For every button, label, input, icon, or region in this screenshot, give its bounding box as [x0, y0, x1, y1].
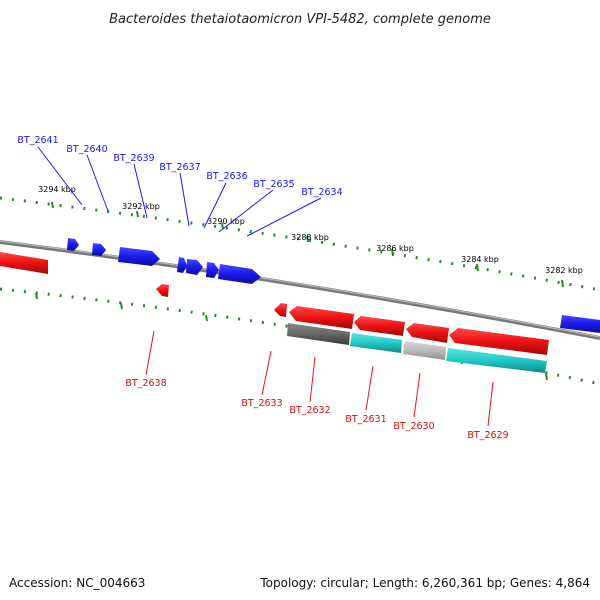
- reverse-leader-lines: [145, 330, 494, 427]
- gene-reverse-left[interactable]: [0, 252, 48, 274]
- gene-label-bt2632[interactable]: BT_2632: [289, 405, 330, 416]
- gene-label-bt2629[interactable]: BT_2629: [467, 430, 508, 441]
- gene-bt2634[interactable]: [218, 264, 261, 284]
- gene-bt2641[interactable]: [67, 238, 79, 251]
- kbp-label: 3284 kbp: [461, 255, 499, 264]
- gene-label-bt2638[interactable]: BT_2638: [125, 378, 166, 389]
- gene-label-bt2636[interactable]: BT_2636: [206, 171, 247, 182]
- gene-label-bt2637[interactable]: BT_2637: [159, 162, 200, 173]
- gene-label-bt2640[interactable]: BT_2640: [66, 144, 107, 155]
- gene-label-bt2639[interactable]: BT_2639: [113, 153, 154, 164]
- kbp-label: 3294 kbp: [38, 185, 76, 194]
- genome-title: Bacteroides thetaiotaomicron VPI-5482, c…: [109, 12, 491, 27]
- genome-backbone-highlight: [0, 240, 600, 338]
- gene-bt2629-red[interactable]: [449, 328, 549, 355]
- gene-label-bt2633[interactable]: BT_2633: [241, 398, 282, 409]
- feature-bars: [287, 323, 547, 373]
- kbp-label: 3286 kbp: [376, 244, 414, 253]
- genome-summary-text: Topology: circular; Length: 6,260,361 bp…: [260, 576, 590, 590]
- kbp-label: 3282 kbp: [545, 266, 583, 275]
- reverse-genes: [0, 252, 549, 355]
- gene-bt2635[interactable]: [206, 262, 219, 278]
- feature-bar-bt2630[interactable]: [403, 341, 446, 360]
- gene-bt2633[interactable]: [274, 303, 287, 317]
- forward-leader-lines: [37, 146, 322, 237]
- gene-bt2640[interactable]: [92, 243, 106, 256]
- gene-bt2639[interactable]: [118, 247, 160, 266]
- gene-label-bt2641[interactable]: BT_2641: [17, 135, 58, 146]
- gene-label-bt2630[interactable]: BT_2630: [393, 421, 434, 432]
- inner-tick-ring: [0, 287, 600, 386]
- outer-tick-ring: [0, 196, 600, 292]
- gene-bt2638[interactable]: [156, 284, 169, 297]
- gene-label-bt2635[interactable]: BT_2635: [253, 179, 294, 190]
- gene-bt2631-red[interactable]: [354, 316, 405, 336]
- forward-genes: [67, 238, 600, 333]
- forward-gene-labels: BT_2641 BT_2640 BT_2639 BT_2637 BT_2636 …: [17, 135, 342, 198]
- reverse-gene-labels: BT_2638 BT_2633 BT_2632 BT_2631 BT_2630 …: [125, 378, 508, 441]
- gene-bt2630-red[interactable]: [406, 323, 449, 343]
- genome-backbone: [0, 240, 600, 340]
- kbp-label: 3288 kbp: [291, 233, 329, 242]
- feature-bar-bt2629[interactable]: [446, 348, 547, 373]
- gene-bt2636[interactable]: [186, 259, 203, 275]
- kbp-label: 3290 kbp: [207, 217, 245, 226]
- gene-forward-right[interactable]: [560, 315, 600, 333]
- gene-bt2632-red[interactable]: [289, 306, 354, 329]
- accession-text: Accession: NC_004663: [9, 576, 146, 590]
- gene-label-bt2634[interactable]: BT_2634: [301, 187, 342, 198]
- kbp-label: 3292 kbp: [122, 202, 160, 211]
- feature-bar-bt2631[interactable]: [350, 333, 402, 353]
- feature-bar-bt2632[interactable]: [287, 323, 350, 345]
- gene-label-bt2631[interactable]: BT_2631: [345, 414, 386, 425]
- gene-bt2637[interactable]: [177, 257, 187, 273]
- outer-major-ticks: [51, 201, 564, 288]
